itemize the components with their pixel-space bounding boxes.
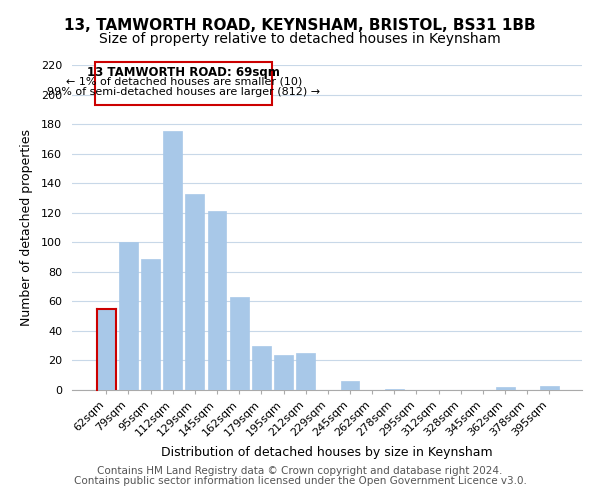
Bar [496, 387, 515, 390]
Text: 13, TAMWORTH ROAD, KEYNSHAM, BRISTOL, BS31 1BB: 13, TAMWORTH ROAD, KEYNSHAM, BRISTOL, BS… [64, 18, 536, 32]
Y-axis label: Number of detached properties: Number of detached properties [20, 129, 32, 326]
Text: Contains HM Land Registry data © Crown copyright and database right 2024.: Contains HM Land Registry data © Crown c… [97, 466, 503, 476]
Text: Size of property relative to detached houses in Keynsham: Size of property relative to detached ho… [99, 32, 501, 46]
Bar [385, 388, 404, 390]
Bar [274, 354, 293, 390]
FancyBboxPatch shape [95, 62, 272, 105]
Bar [341, 381, 359, 390]
Bar [540, 386, 559, 390]
Text: Contains public sector information licensed under the Open Government Licence v3: Contains public sector information licen… [74, 476, 526, 486]
Bar [208, 211, 226, 390]
Bar [230, 297, 248, 390]
Bar [296, 353, 315, 390]
Bar [97, 308, 116, 390]
Text: 13 TAMWORTH ROAD: 69sqm: 13 TAMWORTH ROAD: 69sqm [88, 66, 280, 80]
Bar [119, 242, 138, 390]
Text: 99% of semi-detached houses are larger (812) →: 99% of semi-detached houses are larger (… [47, 87, 320, 97]
X-axis label: Distribution of detached houses by size in Keynsham: Distribution of detached houses by size … [161, 446, 493, 460]
Bar [185, 194, 205, 390]
Bar [141, 258, 160, 390]
Bar [163, 132, 182, 390]
Bar [252, 346, 271, 390]
Text: ← 1% of detached houses are smaller (10): ← 1% of detached houses are smaller (10) [65, 77, 302, 87]
